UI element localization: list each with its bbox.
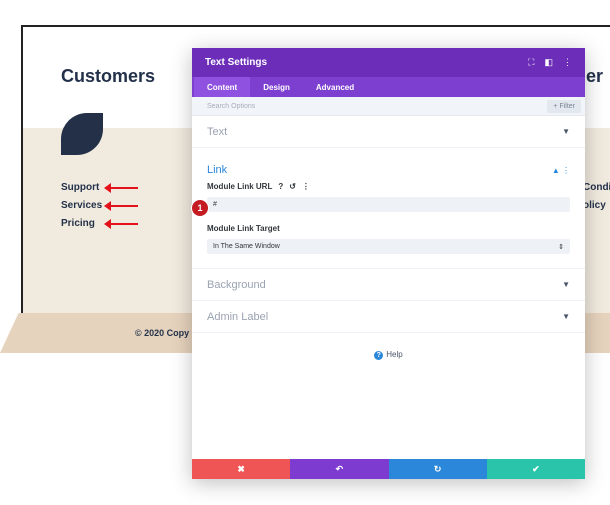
section-admin-label[interactable]: Admin Label ▼: [192, 301, 585, 333]
redo-icon: ↻: [433, 463, 442, 474]
cancel-button[interactable]: ✖: [192, 459, 291, 479]
modal-tabs: Content Design Advanced: [192, 77, 585, 97]
module-link-target-value: In The Same Window: [213, 243, 280, 250]
redo-button[interactable]: ↻: [388, 459, 487, 479]
tab-content[interactable]: Content: [194, 77, 251, 97]
section-title-admin-label: Admin Label: [207, 310, 269, 323]
page-link-support[interactable]: Support: [61, 182, 100, 193]
section-text[interactable]: Text ▼: [192, 116, 585, 148]
page-copyright: © 2020 Copy: [135, 328, 190, 338]
red-arrow-icon: [104, 219, 138, 229]
page-link-policy[interactable]: olicy: [583, 200, 606, 211]
section-link: Link ▲ ⋮ Module Link URL ? ↺ ⋮ # Module …: [192, 148, 585, 269]
module-link-target-select[interactable]: In The Same Window ⇕: [207, 239, 570, 254]
page-link-pricing[interactable]: Pricing: [61, 218, 95, 229]
help-circle-icon: ?: [374, 351, 384, 360]
search-options-bar: Search Options + Filter: [192, 97, 585, 116]
section-title-link[interactable]: Link: [207, 164, 228, 176]
close-icon: ✖: [237, 463, 245, 474]
undo-button[interactable]: ↶: [290, 459, 389, 479]
module-link-target-label: Module Link Target: [207, 224, 280, 233]
red-arrow-icon: [104, 201, 138, 211]
options-icon[interactable]: ⋮: [301, 182, 310, 191]
checkmark-icon: ✔: [532, 463, 540, 474]
reset-icon[interactable]: ↺: [289, 182, 296, 191]
module-link-url-input[interactable]: #: [207, 197, 570, 212]
chevron-down-icon[interactable]: ▼: [562, 312, 570, 321]
search-input[interactable]: Search Options: [207, 102, 256, 110]
page-link-conditions[interactable]: Condit: [583, 182, 610, 193]
section-title-text: Text: [207, 125, 228, 138]
section-title-background: Background: [207, 278, 266, 291]
modal-title: Text Settings: [205, 57, 268, 68]
modal-footer: ✖ ↶ ↻ ✔: [192, 459, 585, 479]
help-link[interactable]: ? Help: [192, 350, 585, 360]
undo-icon: ↶: [335, 463, 344, 474]
split-view-icon[interactable]: ◧: [544, 57, 553, 67]
help-label: Help: [386, 350, 403, 359]
tab-design[interactable]: Design: [263, 82, 290, 92]
filter-button[interactable]: + Filter: [547, 99, 581, 113]
red-arrow-icon: [104, 183, 138, 193]
help-question-icon[interactable]: ?: [278, 182, 284, 191]
step-number-badge: 1: [192, 200, 208, 216]
link-url-label-row: Module Link URL ? ↺ ⋮: [207, 182, 570, 191]
chevron-up-icon[interactable]: ▲ ⋮: [551, 165, 570, 175]
chevron-down-icon[interactable]: ▼: [562, 280, 570, 289]
modal-header: Text Settings ⛶ ◧ ⋮: [192, 48, 585, 77]
save-button[interactable]: ✔: [486, 459, 585, 479]
section-background[interactable]: Background ▼: [192, 269, 585, 301]
tab-advanced[interactable]: Advanced: [315, 82, 355, 92]
text-settings-modal: Text Settings ⛶ ◧ ⋮ Content Design Advan…: [192, 48, 585, 479]
page-heading-customers: Customers: [61, 66, 156, 86]
expand-icon[interactable]: ⛶: [528, 57, 535, 67]
chevron-down-icon[interactable]: ▼: [562, 127, 570, 136]
page-link-services[interactable]: Services: [61, 200, 103, 211]
module-link-url-label: Module Link URL: [207, 182, 273, 191]
page-heading-partial: er: [586, 66, 604, 86]
select-arrows-icon: ⇕: [558, 243, 564, 251]
more-icon[interactable]: ⋮: [563, 57, 572, 67]
